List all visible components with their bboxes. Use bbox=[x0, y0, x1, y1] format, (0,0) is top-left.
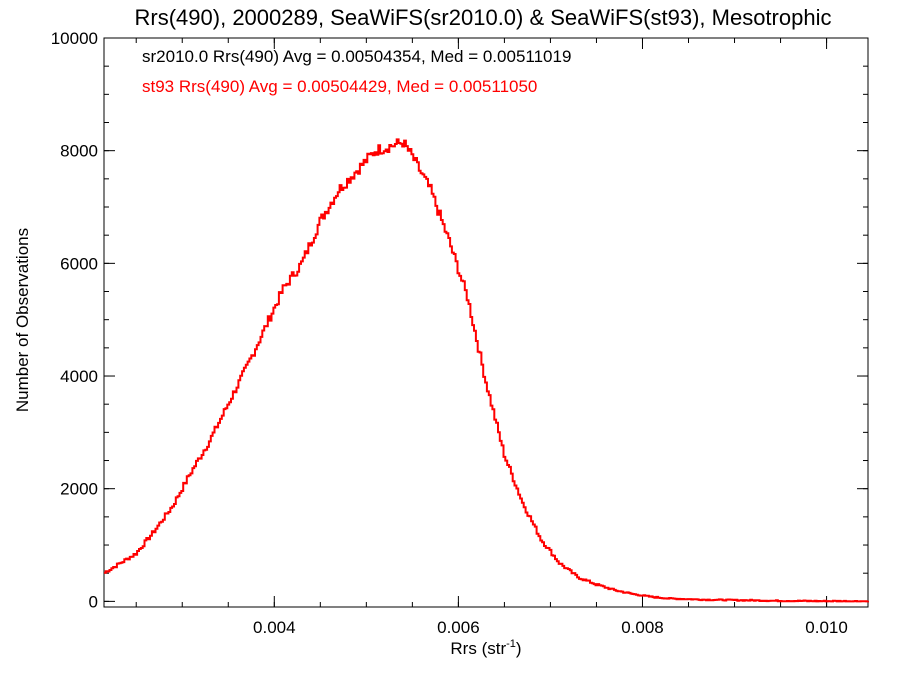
x-axis-label-superscript: -1 bbox=[506, 638, 516, 650]
x-axis-label-suffix: ) bbox=[516, 639, 522, 658]
y-tick-label: 4000 bbox=[60, 367, 98, 386]
tick-labels-layer: 0.004 0.006 0.008 0.010 0 2000 4000 6000 8000 100… bbox=[51, 29, 848, 637]
annotation-st93-stats: st93 Rrs(490) Avg = 0.00504429, Med = 0.… bbox=[142, 77, 537, 96]
x-tick-label: 0.006 bbox=[437, 618, 480, 637]
x-tick-label: 0.008 bbox=[621, 618, 664, 637]
y-tick-label: 10000 bbox=[51, 29, 98, 48]
ticks-layer bbox=[104, 37, 868, 607]
plot-frame bbox=[103, 37, 869, 608]
chart-title: Rrs(490), 2000289, SeaWiFS(sr2010.0) & S… bbox=[135, 5, 832, 30]
y-tick-label: 8000 bbox=[60, 142, 98, 161]
x-tick-label: 0.004 bbox=[253, 618, 296, 637]
x-axis-label: Rrs (str-1) bbox=[450, 638, 521, 658]
y-tick-label: 6000 bbox=[60, 254, 98, 273]
x-axis-label-main: Rrs (str bbox=[450, 639, 506, 658]
series-line-rrs490 bbox=[104, 138, 869, 603]
y-tick-label: 2000 bbox=[60, 480, 98, 499]
x-tick-label: 0.010 bbox=[805, 618, 848, 637]
annotation-sr2010-stats: sr2010.0 Rrs(490) Avg = 0.00504354, Med … bbox=[142, 47, 571, 66]
y-axis-label: Number of Observations bbox=[13, 228, 32, 412]
y-tick-label: 0 bbox=[89, 592, 98, 611]
